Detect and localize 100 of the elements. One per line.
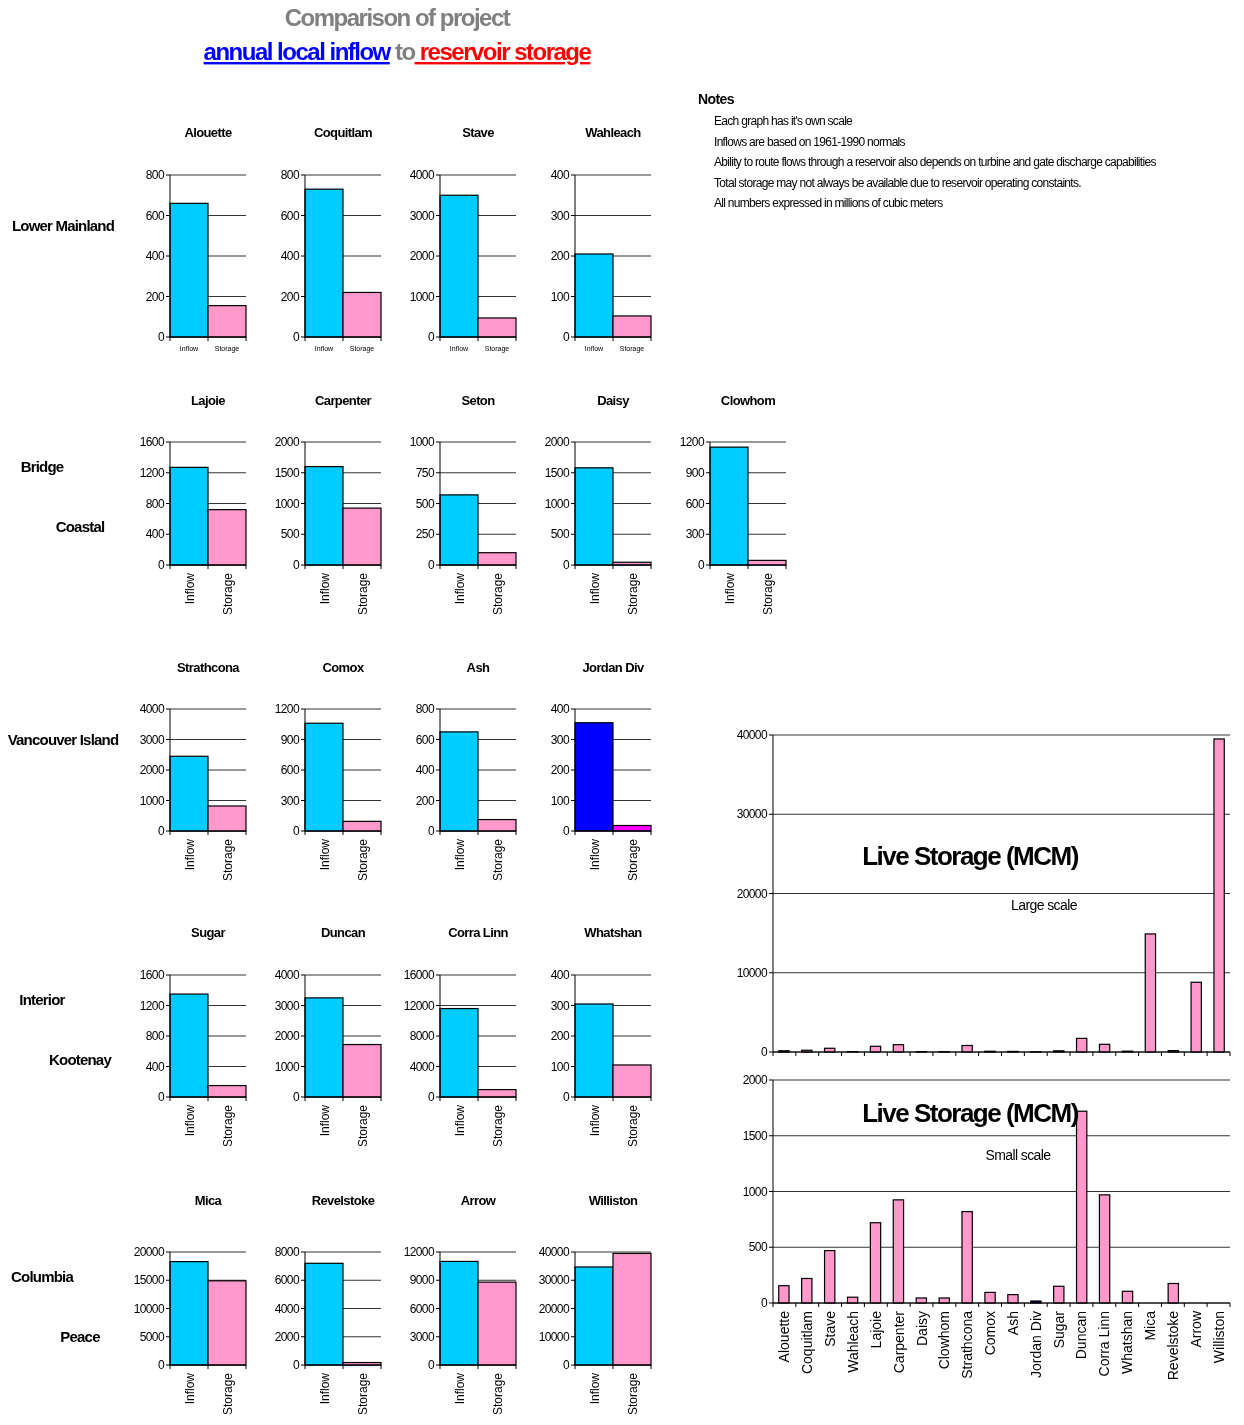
x-tick-label: Duncan bbox=[1073, 1311, 1090, 1360]
y-tick-label: 300 bbox=[550, 998, 570, 1013]
y-tick-label: 0 bbox=[697, 558, 705, 573]
x-tick-label: Storage bbox=[626, 572, 640, 616]
x-tick-label: Jordan Div bbox=[1027, 1311, 1044, 1378]
x-tick-label: Storage bbox=[491, 838, 505, 882]
chart-title: Strathcona bbox=[177, 660, 241, 675]
y-tick-label: 400 bbox=[550, 702, 570, 717]
y-tick-label: 400 bbox=[415, 763, 435, 778]
y-tick-label: 900 bbox=[280, 732, 300, 747]
x-tick-label: Comox bbox=[982, 1311, 999, 1356]
x-tick-label: Storage bbox=[626, 838, 640, 882]
y-tick-label: 0 bbox=[427, 1090, 435, 1105]
x-tick-label: Storage bbox=[356, 1372, 370, 1416]
x-tick-label: Mica bbox=[1142, 1310, 1159, 1341]
y-tick-label: 3000 bbox=[409, 208, 435, 223]
y-tick-label: 4000 bbox=[274, 1301, 300, 1316]
y-tick-label: 2000 bbox=[409, 249, 435, 264]
y-tick-label: 200 bbox=[280, 289, 300, 304]
y-tick-label: 1200 bbox=[274, 702, 300, 717]
y-tick-label: 400 bbox=[550, 968, 570, 983]
text: Columbia bbox=[11, 1268, 75, 1285]
x-tick-label: Inflow bbox=[453, 1372, 467, 1405]
y-tick-label: 800 bbox=[145, 168, 165, 183]
x-tick-label: Storage bbox=[356, 572, 370, 616]
x-tick-label: Strathcona bbox=[959, 1310, 976, 1379]
x-tick-label: Storage bbox=[221, 1104, 235, 1148]
y-tick-label: 1000 bbox=[544, 496, 570, 511]
y-tick-label: 0 bbox=[292, 330, 300, 345]
text: Inflows are based on 1961-1990 normals bbox=[714, 134, 906, 149]
y-tick-label: 0 bbox=[760, 1296, 768, 1311]
text: Ability to route flows through a reservoir also depends on turbine and gate discharge capabilities bbox=[714, 155, 1157, 169]
x-tick-label: Storage bbox=[221, 1372, 235, 1416]
chart-title: Revelstoke bbox=[311, 1193, 375, 1208]
x-tick-label: Inflow bbox=[183, 1104, 197, 1137]
y-tick-label: 1500 bbox=[742, 1128, 768, 1143]
x-tick-label: Storage bbox=[626, 1372, 640, 1416]
chart-title: Wahleach bbox=[585, 125, 642, 140]
text: annual local inflow bbox=[203, 38, 392, 65]
y-tick-label: 8000 bbox=[409, 1029, 435, 1044]
y-tick-label: 200 bbox=[550, 249, 570, 264]
y-tick-label: 0 bbox=[562, 1358, 570, 1373]
x-tick-label: Storage bbox=[626, 1104, 640, 1148]
x-tick-label: Inflow bbox=[183, 572, 197, 605]
y-tick-label: 800 bbox=[145, 1029, 165, 1044]
x-tick-label: Storage bbox=[356, 838, 370, 882]
y-tick-label: 3000 bbox=[139, 732, 165, 747]
y-tick-label: 800 bbox=[280, 168, 300, 183]
y-tick-label: 3000 bbox=[409, 1329, 435, 1344]
y-tick-label: 400 bbox=[145, 527, 165, 542]
x-tick-label: Ash bbox=[1004, 1311, 1021, 1336]
chart-title: Arrow bbox=[460, 1193, 497, 1208]
x-tick-label: Williston bbox=[1210, 1311, 1227, 1364]
x-tick-label: Storage bbox=[761, 572, 775, 616]
x-tick-label: Revelstoke bbox=[1164, 1310, 1181, 1381]
y-tick-label: 100 bbox=[550, 793, 570, 808]
x-tick-label: Storage bbox=[491, 1104, 505, 1148]
x-tick-label: Lajoie bbox=[867, 1310, 884, 1349]
x-tick-label: Inflow bbox=[183, 1372, 197, 1405]
chart-title: Alouette bbox=[184, 125, 232, 140]
y-tick-label: 1000 bbox=[409, 289, 435, 304]
text: All numbers expressed in millions of cubic meters bbox=[714, 196, 944, 210]
chart-title: Stave bbox=[462, 125, 495, 140]
y-tick-label: 300 bbox=[280, 793, 300, 808]
y-tick-label: 10000 bbox=[538, 1329, 570, 1344]
y-tick-label: 4000 bbox=[409, 1059, 435, 1074]
y-tick-label: 200 bbox=[550, 763, 570, 778]
y-tick-label: 1600 bbox=[139, 435, 165, 450]
x-tick-label: Inflow bbox=[588, 838, 602, 871]
y-tick-label: 20000 bbox=[133, 1245, 165, 1260]
y-tick-label: 1200 bbox=[139, 465, 165, 480]
y-tick-label: 200 bbox=[415, 793, 435, 808]
y-tick-label: 0 bbox=[427, 558, 435, 573]
y-tick-label: 10000 bbox=[736, 965, 768, 980]
y-tick-label: 1200 bbox=[679, 435, 705, 450]
chart-title: Clowhom bbox=[720, 393, 776, 408]
y-tick-label: 2000 bbox=[139, 763, 165, 778]
y-tick-label: 20000 bbox=[538, 1301, 570, 1316]
y-tick-label: 4000 bbox=[409, 168, 435, 183]
x-tick-label: Inflow bbox=[318, 572, 332, 605]
annotation: Large scale bbox=[1011, 897, 1078, 913]
annotation: Small scale bbox=[985, 1147, 1052, 1163]
y-tick-label: 600 bbox=[280, 763, 300, 778]
y-tick-label: 100 bbox=[550, 289, 570, 304]
y-tick-label: 2000 bbox=[274, 435, 300, 450]
y-tick-label: 900 bbox=[685, 465, 705, 480]
y-tick-label: 6000 bbox=[409, 1301, 435, 1316]
x-tick-label: Wahleach bbox=[844, 1311, 861, 1373]
chart-title: Whatshan bbox=[584, 925, 643, 940]
y-tick-label: 0 bbox=[157, 558, 165, 573]
x-tick-label: Inflow bbox=[453, 572, 467, 605]
y-tick-label: 500 bbox=[280, 527, 300, 542]
y-tick-label: 0 bbox=[427, 1358, 435, 1373]
text: Interior bbox=[19, 991, 66, 1008]
y-tick-label: 250 bbox=[415, 527, 435, 542]
text: Comparison of project bbox=[284, 4, 511, 31]
y-tick-label: 400 bbox=[280, 249, 300, 264]
y-tick-label: 400 bbox=[145, 1059, 165, 1074]
x-tick-label: Inflow bbox=[318, 1104, 332, 1137]
y-tick-label: 0 bbox=[427, 330, 435, 345]
